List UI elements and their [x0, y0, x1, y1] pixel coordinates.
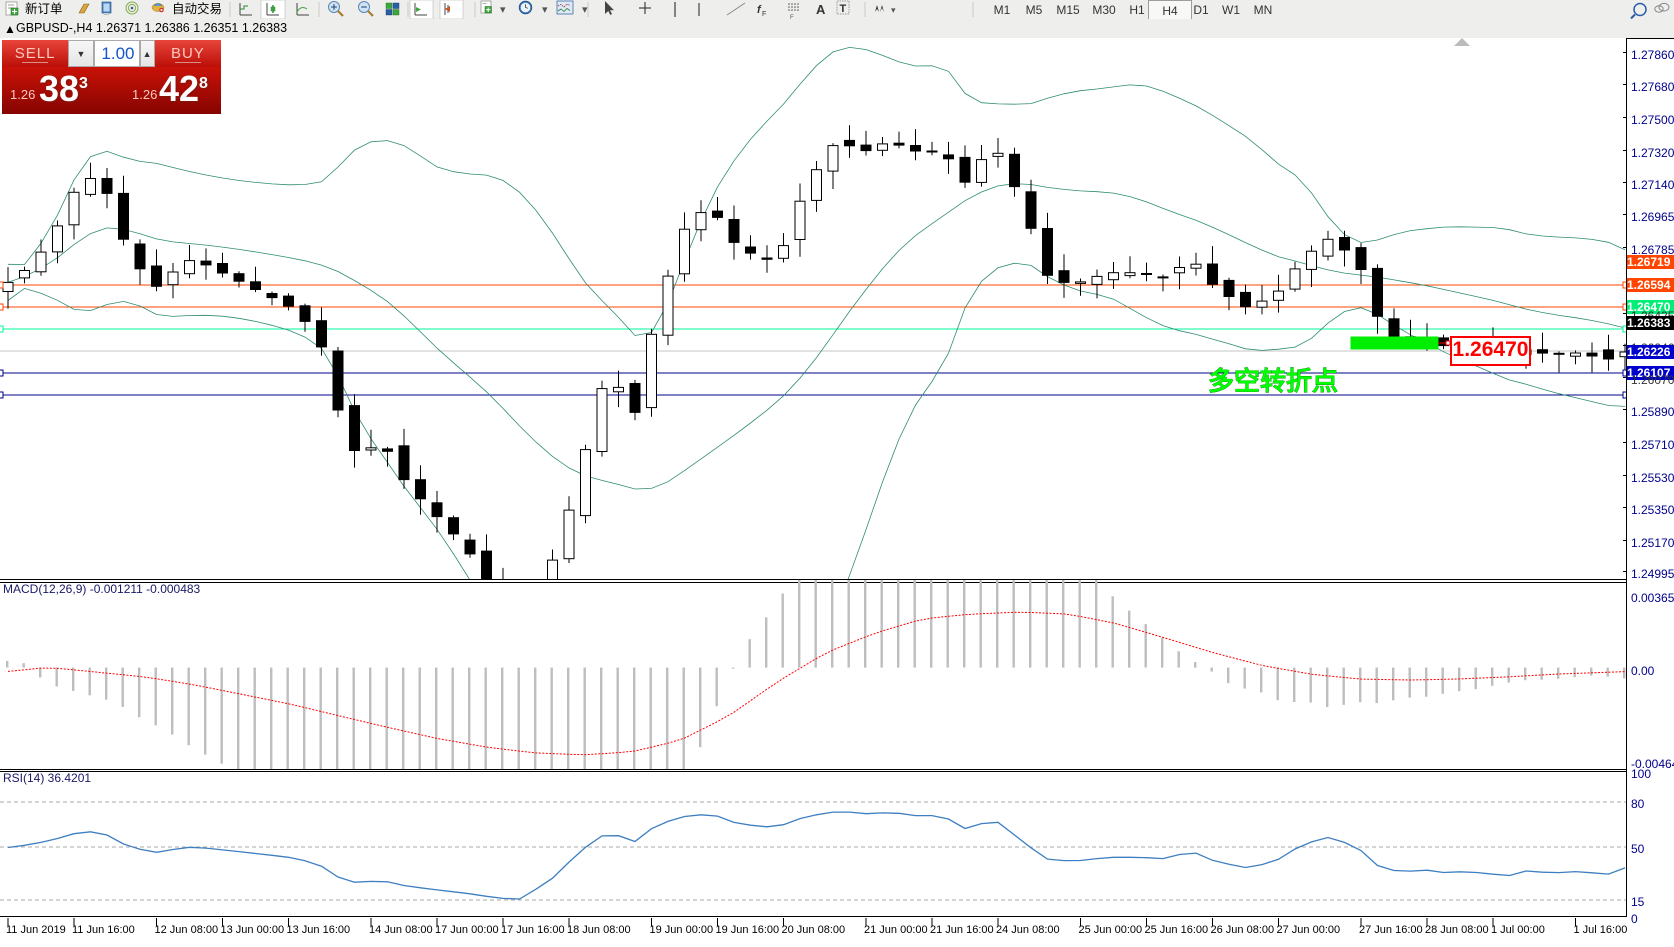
- svg-text:多空转折点: 多空转折点: [1208, 366, 1338, 396]
